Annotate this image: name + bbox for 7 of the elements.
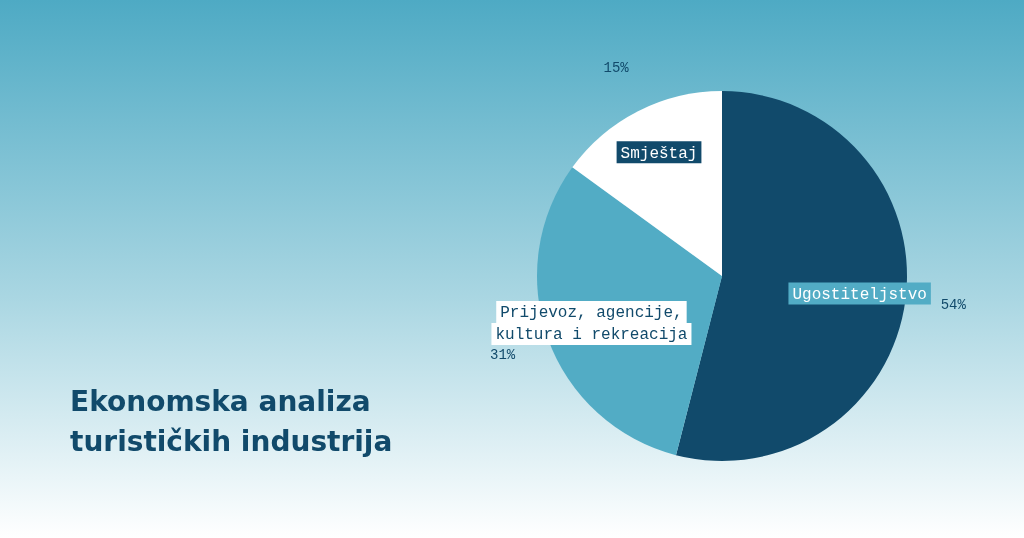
data-label: 31% (490, 346, 516, 363)
slice-label: Smještaj (620, 144, 698, 163)
data-label: 15% (603, 60, 630, 77)
slice-label: Ugostiteljstvo (792, 285, 927, 304)
slice-label: Prijevoz, agencije, kultura i rekreacija (495, 304, 688, 345)
text: Ekonomska analiza turističkih industrija (70, 384, 394, 460)
data-label: 54% (940, 296, 967, 313)
